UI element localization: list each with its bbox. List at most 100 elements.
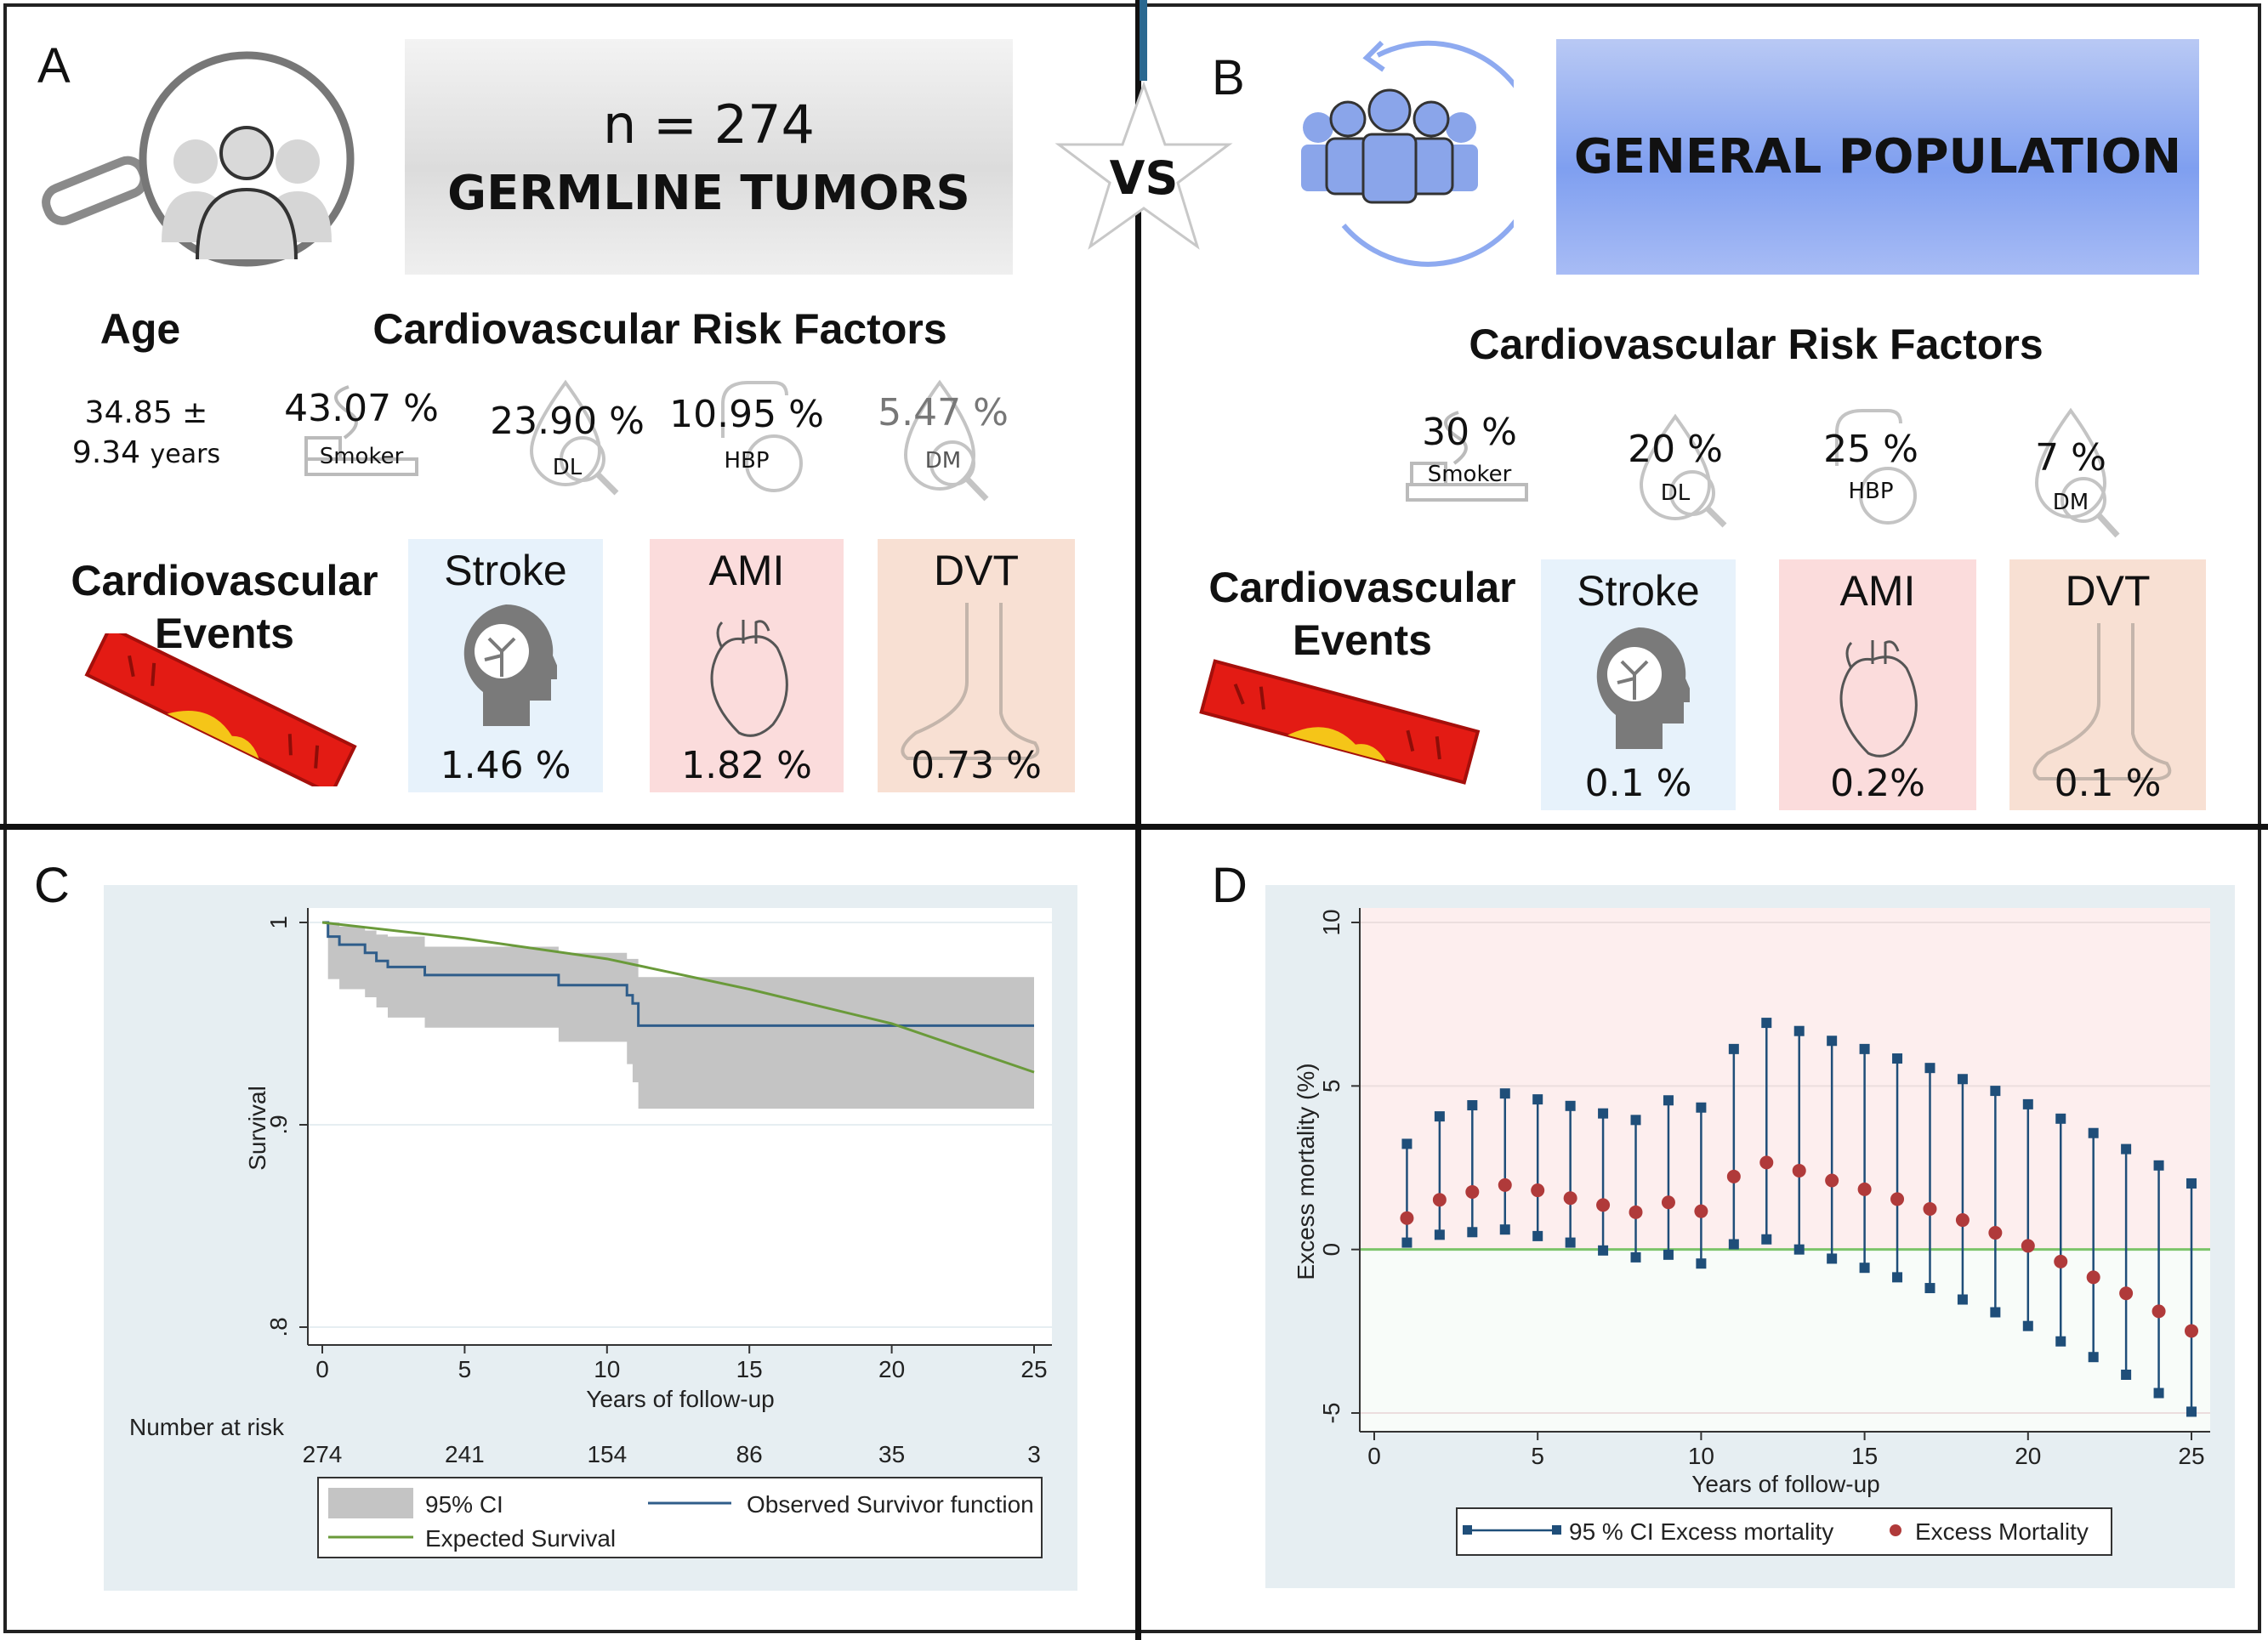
risk-value: 5.47 %: [878, 391, 1009, 434]
legend-swatch-excess: [1890, 1524, 1901, 1536]
vs-star-icon: [1054, 81, 1233, 250]
ci-upper-marker: [2022, 1098, 2033, 1109]
excess-mortality-point: [1596, 1198, 1611, 1212]
comparison-title: GENERAL POPULATION: [1573, 129, 2182, 184]
general-population-cycle-icon: [1301, 40, 1514, 267]
ci-lower-marker: [1499, 1224, 1510, 1235]
risk-label: Smoker: [319, 444, 404, 469]
comparison-header-box: GENERAL POPULATION: [1556, 39, 2199, 275]
excess-mortality-point: [1563, 1191, 1577, 1206]
blood-drop-magnifier-icon: [1639, 413, 1727, 528]
legend-box: [317, 1477, 1043, 1558]
excess-mortality-point: [1890, 1192, 1905, 1206]
events-title-a: Cardiovascular Events: [71, 554, 378, 660]
cohort-size: n = 274: [603, 93, 815, 156]
ci-lower-marker: [2055, 1336, 2066, 1347]
legend-swatch-ci-marker: [1463, 1525, 1472, 1535]
excess-mortality-point: [2054, 1254, 2068, 1268]
excess-mortality-point: [1432, 1193, 1447, 1207]
risk-value: 7 %: [2035, 436, 2106, 480]
excess-mortality-point: [1531, 1183, 1545, 1198]
x-tick-label: 10: [1688, 1443, 1714, 1469]
ci-upper-marker: [1696, 1102, 1707, 1113]
excess-mortality-point: [1825, 1173, 1839, 1188]
ci-lower-marker: [1663, 1249, 1674, 1260]
event-label: Stroke: [444, 547, 567, 594]
legend-box: [1456, 1507, 2112, 1556]
events-title-line1: Cardiovascular: [1208, 564, 1516, 611]
risk-value: 25 %: [1823, 428, 1918, 471]
excess-mortality-point: [1629, 1205, 1643, 1219]
risk-factor-smoker-b: 30 % Smoker: [1395, 404, 1548, 514]
ci-upper-marker: [1892, 1053, 1903, 1064]
y-tick-label: 0: [1318, 1243, 1344, 1257]
ci-lower-marker: [2153, 1387, 2164, 1399]
risk-factor-dl-b: 20 % DL: [1607, 412, 1752, 531]
ci-upper-marker: [1598, 1108, 1609, 1119]
x-tick-label: 10: [594, 1356, 620, 1382]
legend-label-expected: Expected Survival: [425, 1525, 616, 1552]
patient-search-magnifier-icon: [42, 51, 355, 267]
risk-label: DL: [552, 455, 583, 480]
ci-lower-marker: [1565, 1237, 1576, 1248]
number-at-risk-value: 86: [736, 1441, 763, 1467]
number-at-risk-value: 3: [1027, 1441, 1041, 1467]
event-label: DVT: [934, 547, 1019, 594]
glucose-drop-icon: [903, 379, 989, 502]
vertical-divider: [1135, 0, 1141, 1640]
ci-lower-marker: [1467, 1227, 1478, 1238]
x-tick-label: 25: [2178, 1443, 2204, 1469]
x-tick-label: 15: [736, 1356, 763, 1382]
event-label: Stroke: [1577, 567, 1700, 615]
heart-icon: [710, 620, 788, 737]
ci-lower-marker: [2088, 1352, 2099, 1363]
ci-upper-marker: [1859, 1043, 1870, 1054]
excess-mortality-point: [1857, 1182, 1872, 1196]
ci-lower-marker: [1532, 1230, 1543, 1241]
excess-mortality-point: [1400, 1211, 1414, 1225]
foot-icon: [2032, 623, 2172, 780]
x-tick-label: 25: [1020, 1356, 1047, 1382]
blood-pressure-icon: [1835, 409, 1917, 525]
event-value: 1.82 %: [681, 744, 812, 787]
risk-value: 30 %: [1422, 411, 1517, 454]
cohort-title: GERMLINE TUMORS: [447, 165, 970, 221]
event-label: AMI: [1839, 567, 1916, 615]
event-value: 0.1 %: [1584, 762, 1692, 805]
ci-upper-marker: [2153, 1160, 2164, 1171]
risk-label: Smoker: [1427, 462, 1512, 487]
event-label: AMI: [708, 547, 785, 594]
horizontal-divider: [0, 824, 2268, 830]
event-label: DVT: [2065, 567, 2151, 615]
expected-survival-line: [321, 921, 1035, 1074]
ci-upper-marker: [2186, 1178, 2197, 1189]
ci-upper-marker: [1467, 1100, 1478, 1111]
risk-value: 20 %: [1628, 428, 1723, 471]
legend-label-ci: 95 % CI Excess mortality: [1569, 1518, 1833, 1545]
ci-lower-marker: [1990, 1307, 2001, 1318]
panel-label-a: A: [37, 38, 71, 94]
risk-label: HBP: [724, 448, 770, 474]
ci-lower-marker: [2186, 1406, 2197, 1417]
x-axis-title: Years of follow-up: [1691, 1471, 1880, 1497]
event-value: 1.46 %: [440, 744, 571, 787]
ci-upper-marker: [1434, 1111, 1445, 1122]
ci-lower-marker: [1696, 1258, 1707, 1269]
y-tick-label: -5: [1318, 1403, 1344, 1424]
ci-upper-marker: [1957, 1074, 1968, 1085]
ci-lower-marker: [1761, 1234, 1772, 1245]
risk-value: 23.90 %: [490, 400, 645, 443]
heart-icon: [1839, 640, 1918, 758]
foot-icon: [901, 603, 1040, 760]
ci-upper-marker: [1728, 1043, 1739, 1054]
ci-upper-marker: [1793, 1025, 1805, 1036]
excess-mortality-point: [1923, 1201, 1937, 1216]
blood-vessel-plaque-icon: [1199, 659, 1481, 785]
ci-upper-marker: [2121, 1143, 2132, 1155]
y-tick-label: 5: [1318, 1080, 1344, 1093]
risk-value: 10.95 %: [669, 393, 824, 436]
excess-mortality-point: [2185, 1324, 2198, 1338]
ci-lower-marker: [1827, 1253, 1838, 1264]
x-tick-label: 0: [315, 1356, 329, 1382]
